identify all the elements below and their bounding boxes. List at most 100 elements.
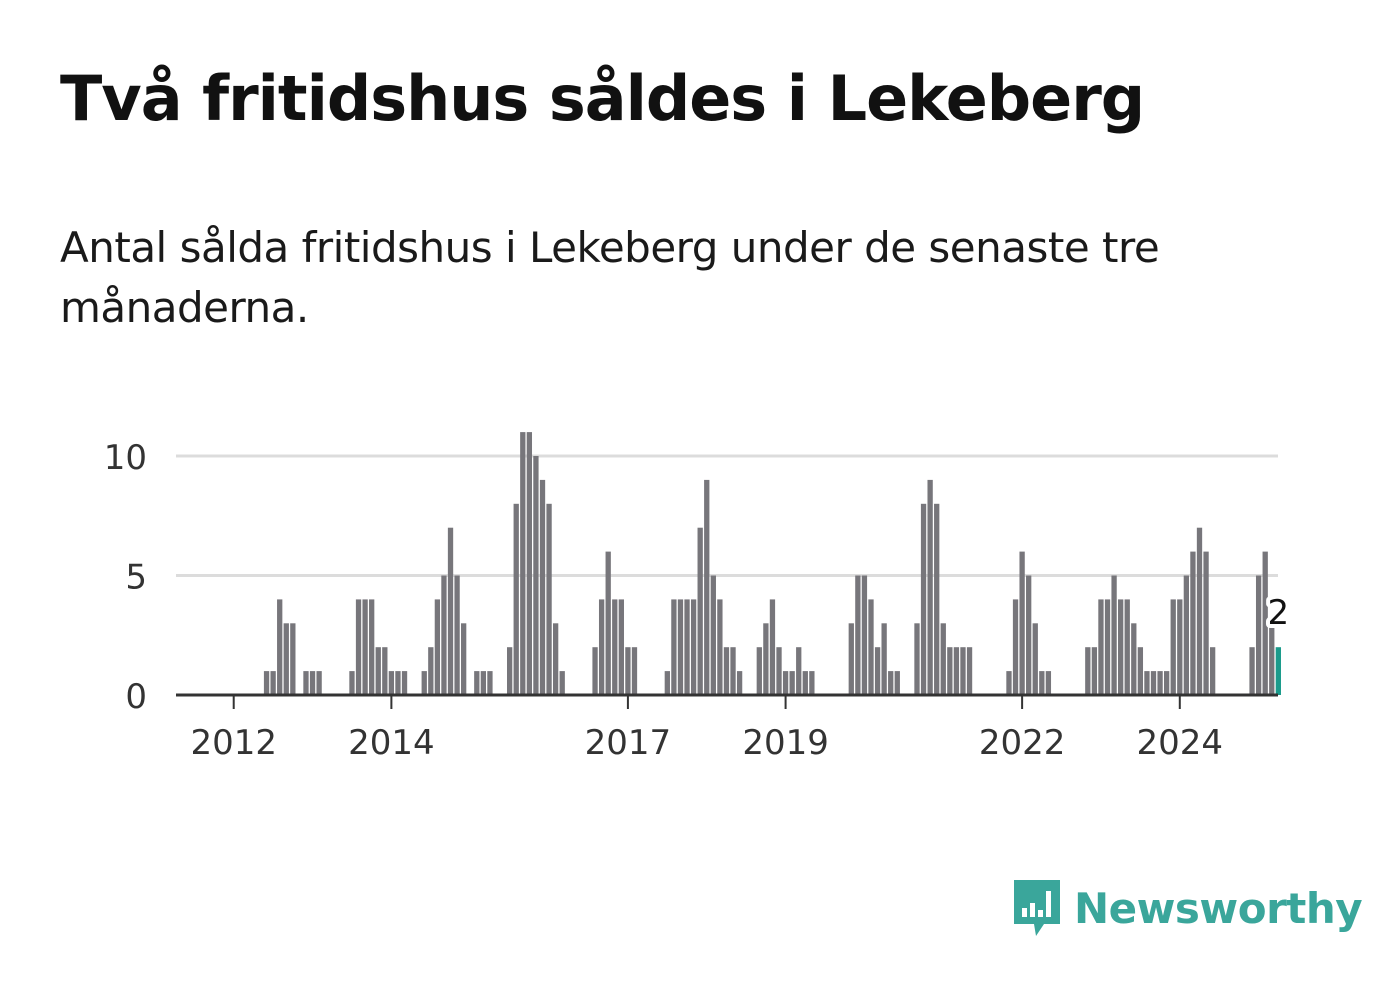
y-tick-label: 10 [104, 438, 147, 478]
bar [888, 671, 894, 695]
bar [263, 671, 270, 695]
bar [309, 671, 316, 695]
bar [552, 623, 559, 695]
bar [769, 599, 776, 695]
bar [782, 671, 789, 695]
bar [894, 671, 900, 695]
bar [598, 599, 605, 695]
bar [671, 599, 677, 695]
bar [1085, 647, 1091, 695]
bar [592, 647, 598, 695]
bar [1196, 527, 1203, 695]
bar [802, 671, 808, 695]
bar [1091, 647, 1098, 695]
bar [1209, 647, 1216, 695]
bar [270, 671, 276, 695]
x-tick-label: 2022 [979, 723, 1066, 763]
bar [914, 623, 920, 695]
bar [546, 503, 552, 695]
bar [710, 575, 716, 695]
bar [303, 671, 309, 695]
bar [1203, 551, 1209, 695]
bar [868, 599, 874, 695]
bar [736, 671, 743, 695]
bar [362, 599, 368, 695]
bar [1164, 671, 1170, 695]
bar [1190, 551, 1196, 695]
bar [861, 575, 868, 695]
bar [717, 599, 723, 695]
y-tick-label: 5 [125, 558, 147, 598]
bar [447, 527, 454, 695]
bar [605, 551, 611, 695]
bar [316, 671, 322, 695]
bar [1249, 647, 1255, 695]
bar [1157, 671, 1163, 695]
x-tick-label: 2024 [1137, 723, 1224, 763]
bar [947, 647, 953, 695]
bar [920, 503, 927, 695]
bar [382, 647, 388, 695]
bar [881, 623, 887, 695]
x-tick-label: 2019 [742, 723, 829, 763]
bar [1006, 671, 1012, 695]
data-label: 2 [1268, 593, 1290, 633]
bar [388, 671, 395, 695]
bar [1262, 551, 1268, 695]
bar [434, 599, 441, 695]
bar [474, 671, 480, 695]
newsworthy-logo: Newsworthy [1010, 877, 1363, 939]
bar [461, 623, 467, 695]
bar [369, 599, 375, 695]
bar [277, 599, 283, 695]
x-tick-label: 2014 [348, 723, 435, 763]
bar [1124, 599, 1130, 695]
bar [401, 671, 408, 695]
bar [1045, 671, 1052, 695]
bar [395, 671, 401, 695]
bar [612, 599, 618, 695]
bar [625, 647, 631, 695]
bar [940, 623, 946, 695]
bar [704, 479, 710, 695]
bar [454, 575, 460, 695]
bar [684, 599, 690, 695]
bar [809, 671, 815, 695]
logo-text: Newsworthy [1074, 883, 1363, 933]
bar [513, 503, 519, 695]
bar [1131, 623, 1137, 695]
bar [723, 647, 730, 695]
bar [677, 599, 684, 695]
bar [1144, 671, 1150, 695]
bar [1183, 575, 1190, 695]
chart-title: Två fritidshus såldes i Lekeberg [60, 62, 1145, 135]
bar [480, 671, 487, 695]
bar [664, 671, 670, 695]
bar [927, 479, 933, 695]
bar [1032, 623, 1038, 695]
bar [690, 599, 697, 695]
bar [763, 623, 769, 695]
bar [934, 503, 940, 695]
bar [796, 647, 802, 695]
bar [789, 671, 795, 695]
bar [559, 671, 565, 695]
bar [1255, 575, 1262, 695]
data-label-halo: 2 [1268, 593, 1290, 633]
bar [960, 647, 966, 695]
bar [375, 647, 381, 695]
bar [953, 647, 960, 695]
bar [756, 647, 762, 695]
bar [421, 671, 427, 695]
bar [290, 623, 296, 695]
bar [1177, 599, 1183, 695]
bar [1118, 599, 1124, 695]
bar [520, 432, 526, 695]
bar-highlight [1275, 647, 1281, 695]
bar [283, 623, 289, 695]
chart-subtitle: Antal sålda fritidshus i Lekeberg under … [60, 223, 1160, 332]
bar [355, 599, 362, 695]
bar [539, 479, 546, 695]
x-tick-label: 2017 [585, 723, 672, 763]
